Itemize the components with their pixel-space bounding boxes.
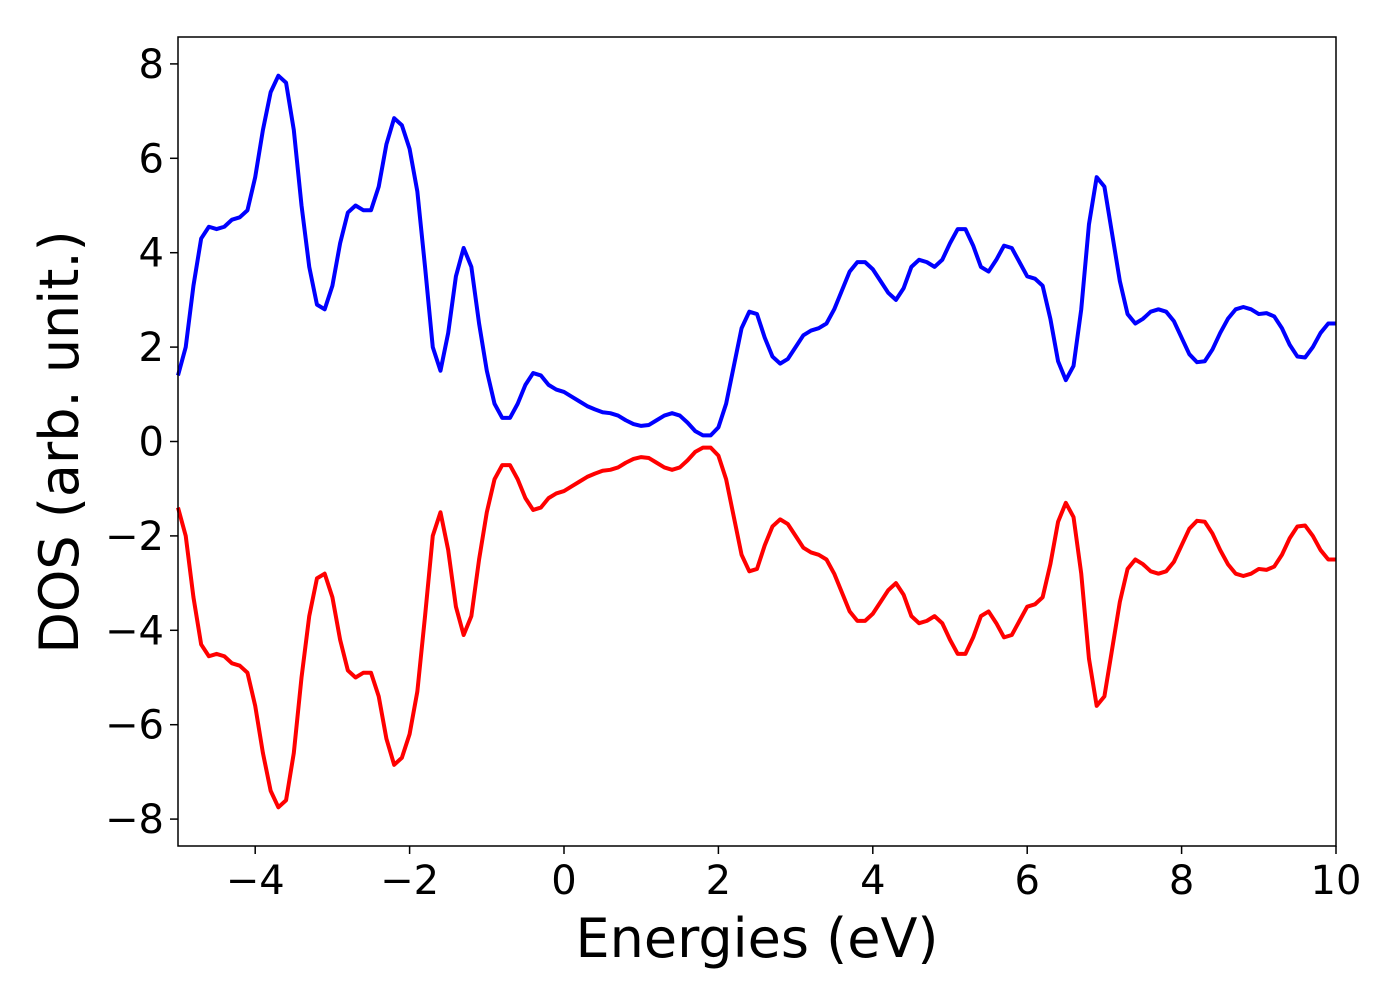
y-tick-label: 0 bbox=[139, 420, 164, 466]
y-tick-label: −2 bbox=[105, 514, 164, 560]
y-tick-label: −6 bbox=[105, 703, 164, 749]
x-tick-label: 10 bbox=[1311, 858, 1362, 904]
plot-frame bbox=[177, 36, 1337, 847]
x-tick-label: −2 bbox=[380, 858, 439, 904]
x-tick-label: −4 bbox=[226, 858, 285, 904]
y-tick-label: 8 bbox=[139, 42, 164, 88]
x-tick-label: 4 bbox=[860, 858, 885, 904]
y-tick-label: 4 bbox=[139, 231, 164, 277]
y-axis-label: DOS (arb. unit.) bbox=[28, 230, 91, 653]
x-tick-label: 0 bbox=[551, 858, 576, 904]
x-axis-label: Energies (eV) bbox=[576, 907, 939, 970]
y-tick-label: 6 bbox=[139, 136, 164, 182]
x-tick-label: 6 bbox=[1014, 858, 1039, 904]
y-tick-label: −8 bbox=[105, 797, 164, 843]
x-tick-label: 8 bbox=[1169, 858, 1194, 904]
line-series bbox=[176, 73, 1336, 438]
y-tick-label: 2 bbox=[139, 325, 164, 371]
line-series bbox=[176, 445, 1336, 810]
y-tick-label: −4 bbox=[105, 608, 164, 654]
x-tick-label: 2 bbox=[706, 858, 731, 904]
